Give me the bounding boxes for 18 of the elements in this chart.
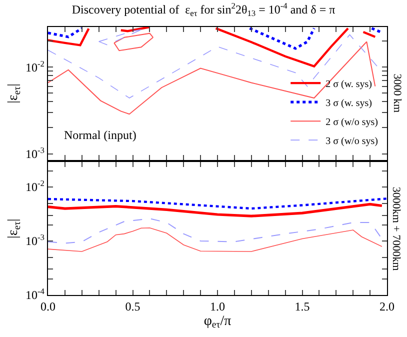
- text: 3000km + 7000km: [390, 186, 402, 272]
- x-tick-label: 0.0: [40, 300, 56, 314]
- legend-label: 2 σ (w/o sys): [326, 116, 378, 128]
- x-axis-title: φ$_{eτ}$/π: [204, 314, 232, 331]
- y-tick-label: 10$^{-3}$: [26, 233, 44, 248]
- y-tick-label: 10$^{-3}$: [26, 146, 44, 162]
- legend-label: 3 σ (w/o sys): [326, 136, 378, 147]
- x-tick-label: 0.5: [125, 300, 140, 314]
- y-tick-label: 10$^{-2}$: [26, 59, 44, 74]
- x-tick-label: 1.0: [210, 300, 225, 314]
- annotation: Normal (input): [64, 128, 136, 142]
- text: 3000 km: [391, 74, 404, 114]
- x-tick-label: 1.5: [294, 300, 310, 314]
- chart-title: Discovery potential of ε$_{eτ}$ for sin$^{2}$2θ$_{13}$ = 10$^{-4}$ and δ = π: [72, 1, 336, 18]
- y-tick-label: 10$^{-4}$: [26, 287, 46, 302]
- x-tick-label: 2.0: [380, 300, 394, 314]
- legend-label: 3 σ (w. sys): [326, 98, 372, 109]
- y-tick-label: 10$^{-2}$: [26, 179, 44, 194]
